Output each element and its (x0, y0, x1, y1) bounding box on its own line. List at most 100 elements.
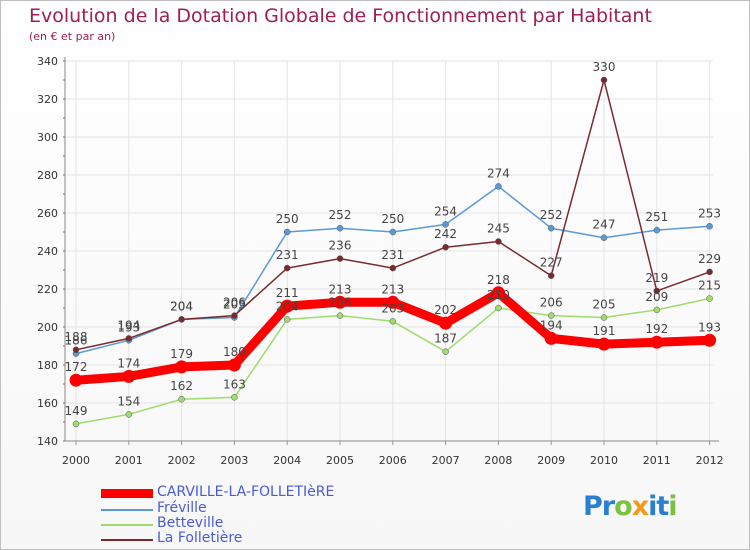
series-point-fr-ville (389, 228, 397, 236)
data-label-fr-ville: 252 (540, 208, 563, 222)
data-label-carville-la-folleti-re: 213 (329, 282, 352, 296)
data-label-carville-la-folleti-re: 193 (698, 320, 721, 334)
logo-letter: x (631, 491, 649, 522)
series-point-fr-ville (600, 234, 608, 241)
series-point-betteville (653, 306, 661, 314)
series-point-betteville (706, 295, 713, 302)
data-label-la-folleti-re: 188 (65, 330, 88, 344)
series-point-carville-la-folleti-re (703, 333, 717, 347)
series-point-la-folleti-re (125, 335, 133, 342)
series-point-la-folleti-re (495, 238, 502, 245)
series-point-betteville (442, 348, 449, 355)
data-label-fr-ville: 253 (698, 206, 721, 220)
series-layer (69, 76, 717, 428)
series-point-carville-la-folleti-re (439, 316, 453, 330)
data-label-betteville: 149 (65, 404, 88, 418)
series-point-la-folleti-re (389, 264, 397, 272)
data-label-betteville: 206 (329, 296, 352, 310)
data-label-la-folleti-re: 231 (276, 248, 299, 262)
y-tick-label: 160 (37, 397, 58, 410)
grid-lines (65, 60, 713, 442)
data-label-fr-ville: 247 (593, 218, 616, 232)
series-point-carville-la-folleti-re (386, 295, 400, 309)
data-label-fr-ville: 254 (434, 204, 457, 218)
data-label-la-folleti-re: 219 (645, 271, 668, 285)
data-label-carville-la-folleti-re: 180 (223, 345, 246, 359)
series-point-la-folleti-re (653, 287, 661, 295)
legend-label: Betteville (157, 515, 224, 531)
x-tick-label: 2009 (537, 454, 565, 467)
logo-letter: t (656, 491, 669, 522)
data-label-betteville: 210 (487, 288, 510, 302)
series-point-carville-la-folleti-re (597, 337, 611, 351)
y-tick-label: 340 (37, 55, 58, 68)
data-label-carville-la-folleti-re: 191 (593, 324, 616, 338)
series-point-carville-la-folleti-re (544, 331, 558, 345)
series-point-carville-la-folleti-re (333, 295, 347, 309)
data-label-betteville: 204 (276, 299, 299, 313)
series-point-carville-la-folleti-re (227, 358, 241, 372)
data-label-fr-ville: 204 (170, 299, 193, 313)
data-label-fr-ville: 193 (117, 320, 140, 334)
series-point-fr-ville (706, 223, 713, 230)
data-label-la-folleti-re: 242 (434, 227, 457, 241)
series-point-la-folleti-re (178, 316, 185, 323)
series-point-la-folleti-re (600, 76, 608, 84)
series-point-fr-ville (495, 183, 502, 190)
x-tick-label: 2011 (643, 454, 671, 467)
series-point-fr-ville (653, 226, 661, 234)
logo-letter: r (601, 491, 615, 522)
chart-title: Evolution de la Dotation Globale de Fonc… (29, 5, 652, 27)
x-tick-label: 2003 (220, 454, 248, 467)
legend-swatch (101, 524, 153, 526)
data-label-la-folleti-re: 229 (698, 252, 721, 266)
data-label-la-folleti-re: 245 (487, 222, 510, 236)
data-label-la-folleti-re: 236 (329, 239, 352, 253)
data-label-carville-la-folleti-re: 179 (170, 347, 193, 361)
series-point-betteville (231, 394, 238, 401)
series-point-carville-la-folleti-re (175, 360, 189, 374)
data-label-carville-la-folleti-re: 213 (381, 282, 404, 296)
series-point-carville-la-folleti-re (69, 373, 83, 387)
series-point-la-folleti-re (72, 346, 80, 354)
data-label-la-folleti-re: 231 (381, 248, 404, 262)
x-tick-label: 2005 (326, 454, 354, 467)
proxiti-logo: Proxiti (583, 491, 678, 522)
data-label-betteville: 162 (170, 379, 193, 393)
axes: 140 160 180 200 220 240 260 280 300 320 340 2000 200… (37, 55, 724, 467)
logo-letter: i (668, 491, 677, 522)
data-label-betteville: 206 (540, 296, 563, 310)
data-label-fr-ville: 274 (487, 166, 510, 180)
legend-swatch (101, 509, 153, 511)
data-label-la-folleti-re: 194 (117, 318, 140, 332)
data-label-fr-ville: 250 (381, 212, 404, 226)
series-point-la-folleti-re (336, 255, 344, 262)
series-point-betteville (125, 411, 133, 418)
series-point-la-folleti-re (706, 268, 713, 276)
x-tick-label: 2001 (115, 454, 143, 467)
data-label-fr-ville: 251 (645, 210, 668, 224)
y-tick-label: 140 (37, 435, 58, 448)
y-tick-label: 300 (37, 131, 58, 144)
legend-swatch (101, 539, 153, 541)
data-label-fr-ville: 205 (223, 298, 246, 312)
x-tick-label: 2004 (273, 454, 301, 467)
data-label-betteville: 209 (645, 290, 668, 304)
series-point-carville-la-folleti-re (122, 369, 136, 383)
series-point-la-folleti-re (547, 272, 555, 279)
x-tick-label: 2008 (484, 454, 512, 467)
logo-letter: o (614, 491, 633, 522)
data-label-carville-la-folleti-re: 218 (487, 273, 510, 287)
x-tick-label: 2007 (432, 454, 460, 467)
y-tick-label: 180 (37, 359, 58, 372)
data-label-carville-la-folleti-re: 211 (276, 286, 299, 300)
y-tick-label: 200 (37, 321, 58, 334)
series-point-la-folleti-re (231, 312, 238, 319)
data-label-la-folleti-re: 206 (223, 296, 246, 310)
data-label-fr-ville: 250 (276, 212, 299, 226)
data-label-carville-la-folleti-re: 174 (117, 356, 140, 370)
y-tick-label: 220 (37, 283, 58, 296)
series-point-betteville (283, 316, 291, 323)
